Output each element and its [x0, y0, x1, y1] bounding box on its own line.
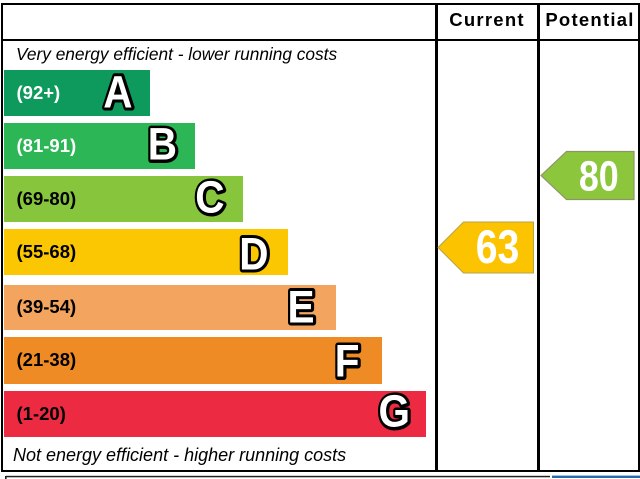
svg-text:B: B — [148, 120, 177, 170]
svg-text:F: F — [335, 337, 360, 387]
svg-text:80: 80 — [579, 154, 619, 200]
svg-text:E: E — [288, 283, 315, 333]
svg-text:G: G — [379, 387, 411, 437]
svg-text:D: D — [240, 230, 269, 280]
svg-text:C: C — [196, 173, 225, 223]
svg-text:G: G — [378, 387, 410, 437]
svg-text:A: A — [104, 68, 133, 118]
svg-text:E: E — [287, 282, 314, 332]
svg-text:C: C — [195, 173, 224, 223]
svg-text:63: 63 — [476, 221, 520, 273]
svg-text:D: D — [239, 229, 268, 279]
svg-text:B: B — [148, 120, 177, 170]
svg-text:F: F — [335, 337, 360, 387]
svg-text:A: A — [103, 67, 132, 117]
